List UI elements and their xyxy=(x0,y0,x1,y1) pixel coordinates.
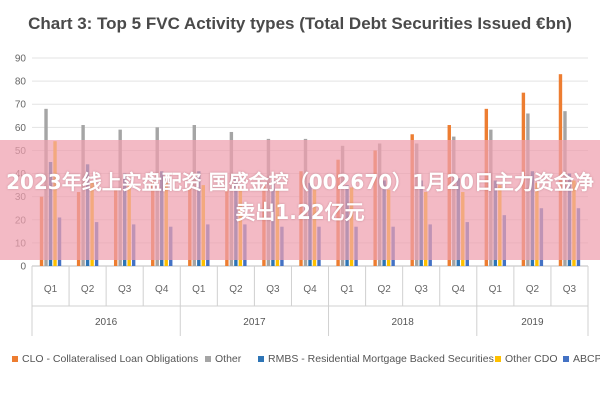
x-tick-label: Q1 xyxy=(489,284,503,295)
legend-swatch xyxy=(563,356,569,362)
x-tick-label: Q1 xyxy=(192,284,206,295)
x-axis-ticks: Q1 Q2 Q3 Q4 Q1 Q2 Q3 Q4 Q1 Q2 Q3 Q4 Q1 Q2 Q3 xyxy=(31,266,589,306)
overlay-banner-text: 2023年线上实盘配资 国盛金控（002670）1月20日主力资金净卖出1.22… xyxy=(6,170,594,224)
x-tick-label: Q3 xyxy=(415,284,429,295)
legend-swatch xyxy=(495,356,501,362)
legend-label: CLO - Collateralised Loan Obligations xyxy=(22,353,199,365)
y-tick-label: 0 xyxy=(20,262,26,273)
x-tick-label: Q2 xyxy=(81,284,95,295)
legend-label: RMBS - Residential Mortgage Backed Secur… xyxy=(268,353,494,365)
x-tick-label: Q4 xyxy=(155,284,169,295)
legend-item: ABCP xyxy=(563,353,600,365)
legend-label: ABCP xyxy=(573,353,600,365)
x-tick-label: Q2 xyxy=(377,284,391,295)
legend-label: Other xyxy=(215,353,242,365)
y-tick-label: 80 xyxy=(15,77,27,88)
legend-item: Other CDO xyxy=(495,353,558,365)
x-tick-label: Q2 xyxy=(526,284,540,295)
x-tick-label: Q1 xyxy=(340,284,354,295)
y-tick-label: 60 xyxy=(15,123,27,134)
legend-swatch xyxy=(258,356,264,362)
year-axis: 2016 2017 2018 2019 xyxy=(31,305,589,336)
x-tick-label: Q1 xyxy=(44,284,58,295)
legend-item: Other xyxy=(205,353,241,365)
year-label: 2017 xyxy=(243,317,266,328)
x-tick-label: Q2 xyxy=(229,284,243,295)
x-tick-label: Q3 xyxy=(563,284,577,295)
y-tick-label: 90 xyxy=(15,54,27,65)
x-tick-label: Q4 xyxy=(303,284,317,295)
year-label: 2019 xyxy=(521,317,544,328)
legend-item: RMBS - Residential Mortgage Backed Secur… xyxy=(258,353,494,365)
x-tick-label: Q4 xyxy=(452,284,466,295)
legend-item: CLO - Collateralised Loan Obligations xyxy=(12,353,198,365)
year-label: 2016 xyxy=(95,317,118,328)
legend: CLO - Collateralised Loan Obligations Oth… xyxy=(12,353,600,369)
x-tick-label: Q3 xyxy=(118,284,132,295)
y-tick-label: 70 xyxy=(15,100,27,111)
year-label: 2018 xyxy=(392,317,415,328)
chart-title: Chart 3: Top 5 FVC Activity types (Total… xyxy=(28,14,572,33)
legend-swatch xyxy=(12,356,18,362)
legend-label: Other CDO xyxy=(505,353,558,365)
overlay-banner xyxy=(0,140,600,260)
x-tick-label: Q3 xyxy=(266,284,280,295)
legend-swatch xyxy=(205,356,211,362)
